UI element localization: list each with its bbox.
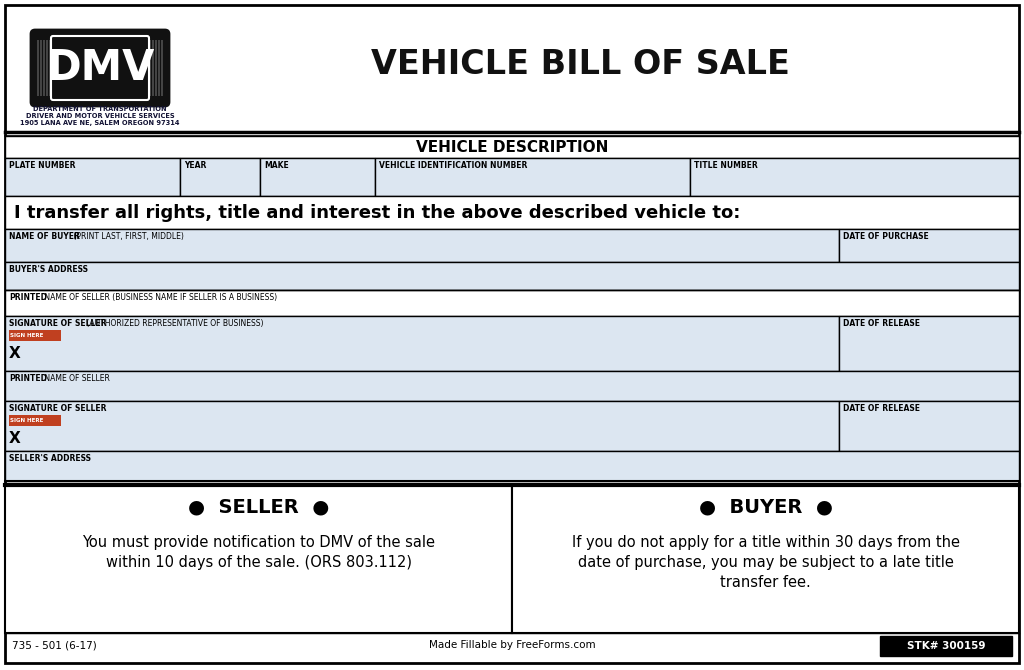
Bar — [690, 158, 1019, 196]
Text: ●  BUYER  ●: ● BUYER ● — [698, 498, 833, 517]
Text: SIGNATURE OF SELLER: SIGNATURE OF SELLER — [9, 319, 106, 328]
Text: If you do not apply for a title within 30 days from the
date of purchase, you ma: If you do not apply for a title within 3… — [571, 535, 959, 590]
Bar — [5, 196, 1019, 229]
Text: 1905 LANA AVE NE, SALEM OREGON 97314: 1905 LANA AVE NE, SALEM OREGON 97314 — [20, 120, 180, 126]
FancyBboxPatch shape — [31, 30, 169, 106]
Bar — [5, 290, 1019, 316]
Text: MAKE: MAKE — [264, 161, 289, 170]
Text: DATE OF PURCHASE: DATE OF PURCHASE — [843, 232, 929, 241]
Text: SIGNATURE OF SELLER: SIGNATURE OF SELLER — [9, 404, 106, 413]
Bar — [43, 40, 45, 96]
Text: PRINTED: PRINTED — [9, 374, 47, 383]
Text: DEPARTMENT OF TRANSPORTATION: DEPARTMENT OF TRANSPORTATION — [33, 106, 167, 112]
Text: YEAR: YEAR — [184, 161, 207, 170]
Bar — [152, 40, 154, 96]
Bar — [180, 158, 260, 196]
Bar — [150, 40, 151, 96]
Text: (PRINT LAST, FIRST, MIDDLE): (PRINT LAST, FIRST, MIDDLE) — [71, 232, 184, 241]
Text: VEHICLE BILL OF SALE: VEHICLE BILL OF SALE — [371, 48, 790, 82]
Bar — [375, 158, 690, 196]
Bar — [5, 136, 1019, 158]
Text: DMV: DMV — [46, 47, 155, 89]
Bar — [46, 40, 48, 96]
Text: BUYER'S ADDRESS: BUYER'S ADDRESS — [9, 265, 88, 274]
Text: DATE OF RELEASE: DATE OF RELEASE — [843, 404, 920, 413]
Text: SELLER'S ADDRESS: SELLER'S ADDRESS — [9, 454, 91, 463]
Text: NAME OF SELLER (BUSINESS NAME IF SELLER IS A BUSINESS): NAME OF SELLER (BUSINESS NAME IF SELLER … — [42, 293, 278, 302]
Text: SIGN HERE: SIGN HERE — [10, 333, 43, 338]
Bar — [880, 636, 1012, 656]
Text: SIGN HERE: SIGN HERE — [10, 418, 43, 423]
Bar — [5, 158, 180, 196]
Text: STK# 300159: STK# 300159 — [906, 641, 985, 651]
Text: ●  SELLER  ●: ● SELLER ● — [187, 498, 329, 517]
Text: X: X — [9, 431, 20, 446]
Text: DATE OF RELEASE: DATE OF RELEASE — [843, 319, 920, 328]
Bar — [5, 262, 1019, 290]
Text: DRIVER AND MOTOR VEHICLE SERVICES: DRIVER AND MOTOR VEHICLE SERVICES — [26, 113, 174, 119]
Bar — [5, 229, 839, 262]
Text: I transfer all rights, title and interest in the above described vehicle to:: I transfer all rights, title and interes… — [14, 204, 740, 222]
Text: NAME OF BUYER: NAME OF BUYER — [9, 232, 80, 241]
Bar — [5, 485, 512, 633]
Bar — [158, 40, 160, 96]
Bar — [161, 40, 163, 96]
Bar — [5, 401, 839, 451]
Bar — [5, 451, 1019, 481]
Bar — [9, 330, 61, 341]
Bar — [5, 371, 1019, 401]
Text: PRINTED: PRINTED — [9, 293, 47, 302]
Text: PLATE NUMBER: PLATE NUMBER — [9, 161, 76, 170]
Text: 735 - 501 (6-17): 735 - 501 (6-17) — [12, 640, 96, 650]
Text: TITLE NUMBER: TITLE NUMBER — [694, 161, 758, 170]
Bar — [839, 229, 1019, 262]
Bar — [5, 316, 839, 371]
Text: You must provide notification to DMV of the sale
within 10 days of the sale. (OR: You must provide notification to DMV of … — [82, 535, 435, 570]
Bar — [155, 40, 157, 96]
Bar — [839, 316, 1019, 371]
Bar — [9, 415, 61, 426]
Bar — [40, 40, 42, 96]
Bar — [512, 485, 1019, 633]
Text: VEHICLE IDENTIFICATION NUMBER: VEHICLE IDENTIFICATION NUMBER — [379, 161, 527, 170]
Bar — [839, 401, 1019, 451]
Text: X: X — [9, 346, 20, 361]
Text: Made Fillable by FreeForms.com: Made Fillable by FreeForms.com — [429, 640, 595, 650]
Bar — [37, 40, 39, 96]
Bar — [49, 40, 51, 96]
Text: VEHICLE DESCRIPTION: VEHICLE DESCRIPTION — [416, 139, 608, 155]
Text: NAME OF SELLER: NAME OF SELLER — [42, 374, 110, 383]
Bar — [260, 158, 375, 196]
Text: (AUTHORIZED REPRESENTATIVE OF BUSINESS): (AUTHORIZED REPRESENTATIVE OF BUSINESS) — [84, 319, 263, 328]
